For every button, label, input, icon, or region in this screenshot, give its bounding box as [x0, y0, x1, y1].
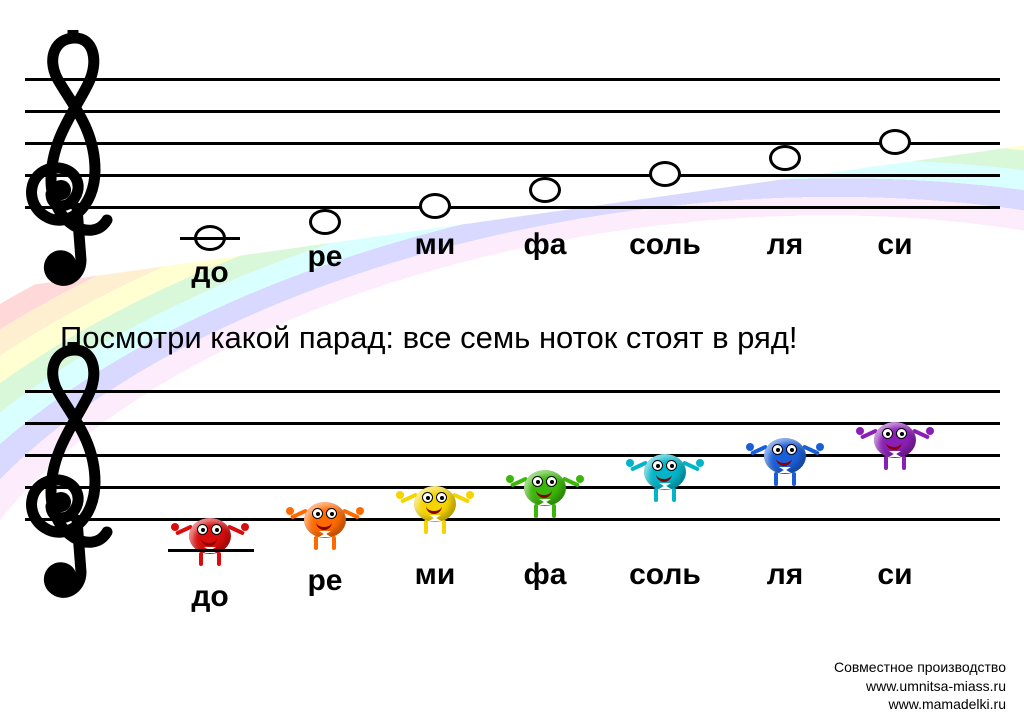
note-label-1: ре: [275, 564, 375, 598]
credits-block: Совместное производство www.umnitsa-mias…: [834, 658, 1006, 713]
treble-clef-icon: [15, 342, 135, 602]
staff-line: [25, 142, 1000, 145]
staff-line: [25, 422, 1000, 425]
staff-top: доремифасольляси: [25, 78, 1000, 238]
staff-line: [25, 78, 1000, 81]
note-6: [879, 129, 911, 155]
note-character-6: [860, 414, 930, 470]
treble-clef-icon: [15, 30, 135, 290]
note-character-5: [750, 430, 820, 486]
staff-line: [25, 390, 1000, 393]
note-1: [309, 209, 341, 235]
note-label-4: соль: [615, 558, 715, 592]
note-character-3: [510, 462, 580, 518]
note-4: [649, 161, 681, 187]
staff-line: [25, 110, 1000, 113]
note-2: [419, 193, 451, 219]
note-label-5: ля: [735, 558, 835, 592]
note-label-5: ля: [735, 228, 835, 262]
ledger-line: [168, 549, 254, 552]
note-label-6: си: [845, 558, 945, 592]
staff-bottom: доремифасольляси: [25, 390, 1000, 550]
ledger-line: [180, 237, 240, 240]
note-label-3: фа: [495, 228, 595, 262]
caption-text: Посмотри какой парад: все семь ноток сто…: [60, 320, 1024, 356]
staff-line: [25, 518, 1000, 521]
note-label-3: фа: [495, 558, 595, 592]
credits-line: www.mamadelki.ru: [834, 695, 1006, 713]
note-3: [529, 177, 561, 203]
note-label-1: ре: [275, 240, 375, 274]
staff-line: [25, 206, 1000, 209]
note-character-1: [290, 494, 360, 550]
note-label-0: до: [160, 580, 260, 614]
note-label-4: соль: [615, 228, 715, 262]
note-character-4: [630, 446, 700, 502]
note-label-2: ми: [385, 558, 485, 592]
staff-lines-top: [25, 78, 1000, 238]
staff-line: [25, 174, 1000, 177]
note-label-0: до: [160, 256, 260, 290]
note-character-0: [175, 510, 245, 566]
note-label-2: ми: [385, 228, 485, 262]
credits-line: www.umnitsa-miass.ru: [834, 677, 1006, 695]
credits-line: Совместное производство: [834, 658, 1006, 676]
note-label-6: си: [845, 228, 945, 262]
staff-line: [25, 454, 1000, 457]
note-5: [769, 145, 801, 171]
note-character-2: [400, 478, 470, 534]
